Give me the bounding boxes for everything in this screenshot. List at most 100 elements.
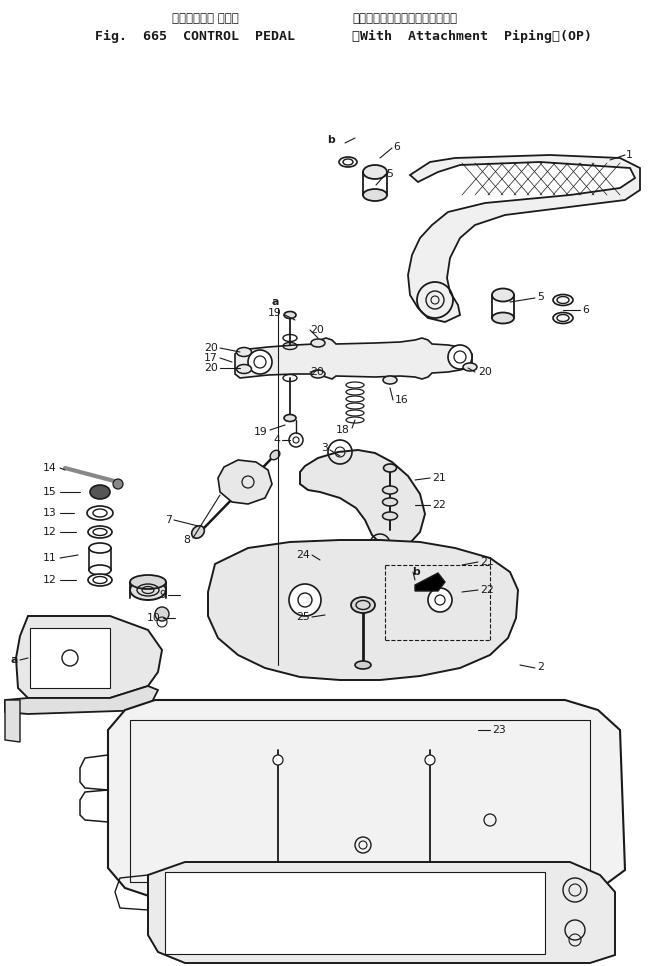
Text: 6: 6	[393, 142, 400, 152]
Bar	[165, 872, 545, 954]
Text: 3: 3	[321, 443, 328, 453]
Ellipse shape	[311, 339, 325, 347]
Ellipse shape	[89, 565, 111, 575]
Text: b: b	[327, 135, 335, 145]
Text: 20: 20	[204, 343, 218, 353]
Ellipse shape	[363, 189, 387, 201]
Polygon shape	[16, 616, 162, 698]
Polygon shape	[218, 460, 272, 504]
Ellipse shape	[236, 348, 252, 356]
Ellipse shape	[333, 609, 347, 617]
Text: 23: 23	[492, 725, 506, 735]
Ellipse shape	[383, 376, 397, 384]
Text: 13: 13	[43, 508, 57, 518]
Text: 16: 16	[395, 395, 409, 405]
Polygon shape	[108, 700, 625, 898]
Text: 4: 4	[273, 435, 280, 445]
Text: 18: 18	[336, 425, 350, 435]
Ellipse shape	[88, 526, 112, 538]
Polygon shape	[300, 450, 425, 548]
Text: 20: 20	[310, 367, 324, 377]
Ellipse shape	[492, 289, 514, 301]
Text: 5: 5	[537, 292, 544, 302]
Polygon shape	[415, 573, 445, 591]
Text: 7: 7	[165, 515, 172, 525]
Text: 10: 10	[147, 613, 161, 623]
Text: 19: 19	[268, 308, 282, 318]
Text: 1: 1	[626, 150, 633, 160]
Ellipse shape	[130, 575, 166, 589]
Bar	[30, 628, 110, 688]
Text: 11: 11	[43, 553, 57, 563]
Text: 15: 15	[43, 487, 57, 497]
Polygon shape	[408, 155, 640, 322]
Circle shape	[448, 345, 472, 369]
Ellipse shape	[443, 580, 458, 588]
Text: （アタッチメントバイピング付）: （アタッチメントバイピング付）	[352, 12, 458, 25]
Ellipse shape	[443, 551, 456, 559]
Ellipse shape	[382, 486, 397, 494]
Ellipse shape	[284, 414, 296, 421]
Text: 17: 17	[204, 353, 218, 363]
Circle shape	[425, 755, 435, 765]
Text: コントロール ペダル: コントロール ペダル	[171, 12, 238, 25]
Text: 22: 22	[432, 500, 446, 510]
Text: 20: 20	[204, 363, 218, 373]
Text: 12: 12	[43, 575, 57, 585]
Text: 8: 8	[183, 535, 190, 545]
Ellipse shape	[130, 580, 166, 600]
Ellipse shape	[443, 568, 458, 576]
Polygon shape	[5, 700, 20, 742]
Ellipse shape	[333, 618, 347, 626]
Ellipse shape	[270, 450, 280, 460]
Ellipse shape	[236, 364, 252, 374]
Ellipse shape	[191, 526, 204, 538]
Text: 25: 25	[296, 612, 310, 622]
Text: a: a	[10, 655, 18, 665]
Text: 21: 21	[480, 557, 494, 567]
Ellipse shape	[90, 485, 110, 499]
Text: 20: 20	[310, 325, 324, 335]
Ellipse shape	[553, 295, 573, 305]
Text: Fig.  665  CONTROL  PEDAL: Fig. 665 CONTROL PEDAL	[95, 30, 295, 43]
Polygon shape	[5, 686, 158, 714]
Text: 19: 19	[254, 427, 268, 437]
Text: 22: 22	[480, 585, 494, 595]
Text: 21: 21	[432, 473, 446, 483]
Ellipse shape	[89, 543, 111, 553]
Polygon shape	[148, 862, 615, 963]
Ellipse shape	[423, 892, 437, 898]
Circle shape	[155, 607, 169, 621]
Text: 5: 5	[386, 169, 393, 179]
Ellipse shape	[382, 498, 397, 506]
Ellipse shape	[351, 597, 375, 613]
Ellipse shape	[382, 512, 397, 520]
Ellipse shape	[463, 363, 477, 371]
Ellipse shape	[355, 661, 371, 669]
Ellipse shape	[317, 568, 332, 576]
Text: 6: 6	[582, 305, 589, 315]
Text: 9: 9	[159, 590, 166, 600]
Ellipse shape	[271, 892, 285, 898]
Ellipse shape	[88, 574, 112, 586]
Circle shape	[113, 479, 123, 489]
Text: （With  Attachment  Piping）(OP): （With Attachment Piping）(OP)	[352, 30, 592, 43]
Ellipse shape	[319, 551, 332, 559]
Ellipse shape	[363, 165, 387, 179]
Text: 20: 20	[478, 367, 492, 377]
Text: a: a	[272, 297, 279, 307]
Circle shape	[428, 588, 452, 612]
Ellipse shape	[384, 464, 397, 472]
Circle shape	[248, 350, 272, 374]
Ellipse shape	[553, 312, 573, 324]
Text: 2: 2	[537, 662, 544, 672]
Ellipse shape	[317, 581, 332, 589]
Ellipse shape	[284, 311, 296, 319]
Polygon shape	[235, 338, 472, 379]
Text: 12: 12	[43, 527, 57, 537]
Ellipse shape	[443, 594, 458, 602]
Text: b: b	[412, 567, 420, 577]
Ellipse shape	[311, 370, 325, 378]
Ellipse shape	[87, 506, 113, 520]
Circle shape	[273, 755, 283, 765]
